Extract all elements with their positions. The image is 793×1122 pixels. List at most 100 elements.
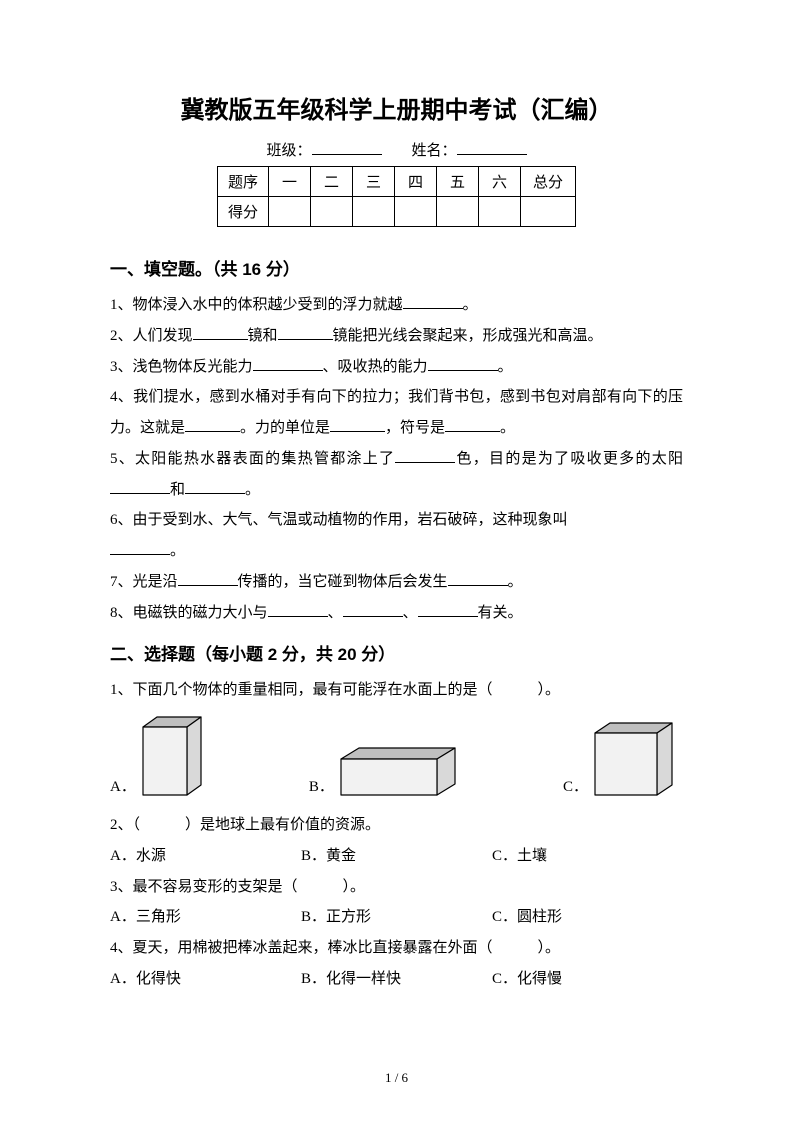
text: 。	[245, 482, 260, 498]
shape-option-b: B．	[309, 747, 456, 796]
text: 。	[170, 543, 185, 559]
opt: C．土壤	[492, 841, 683, 872]
opt: A．水源	[110, 841, 301, 872]
blank	[445, 418, 500, 432]
opt: B．黄金	[301, 841, 492, 872]
s1-q3: 3、浅色物体反光能力 、吸收热的能力 。	[110, 352, 683, 383]
text: 、	[403, 605, 418, 621]
text: ，符号是	[385, 420, 445, 436]
s1-q5: 5、太阳能热水器表面的集热管都涂上了 色，目的是为了吸收更多的太阳和 。	[110, 444, 683, 506]
blank	[330, 418, 385, 432]
cell	[395, 197, 437, 227]
s1-q1: 1、物体浸入水中的体积越少受到的浮力就越 。	[110, 290, 683, 321]
s1-q4: 4、我们提水，感到水桶对手有向下的拉力；我们背书包，感到书包对肩部有向下的压力。…	[110, 382, 683, 444]
shape-label: B．	[309, 775, 334, 796]
text: 6、由于受到水、大气、气温或动植物的作用，岩石破碎，这种现象叫	[110, 512, 568, 528]
cell	[269, 197, 311, 227]
opt: A．三角形	[110, 902, 301, 933]
opt: C．圆柱形	[492, 902, 683, 933]
blank	[110, 479, 170, 493]
cell: 题序	[217, 167, 268, 197]
cell: 总分	[521, 167, 576, 197]
text: 8、电磁铁的磁力大小与	[110, 605, 268, 621]
s2-q3: 3、最不容易变形的支架是（ ）。	[110, 872, 683, 903]
name-label: 姓名：	[412, 143, 457, 159]
blank	[448, 572, 508, 586]
name-blank	[457, 140, 527, 155]
text: 2、人们发现	[110, 328, 193, 344]
blank	[253, 356, 323, 370]
blank	[395, 449, 455, 463]
cell: 得分	[217, 197, 268, 227]
page-title: 冀教版五年级科学上册期中考试（汇编）	[110, 90, 683, 125]
section-1-heading: 一、填空题。（共 16 分）	[110, 255, 683, 280]
text: 。	[508, 574, 523, 590]
text: 和	[170, 482, 185, 498]
blank	[268, 602, 328, 616]
text: 3、浅色物体反光能力	[110, 359, 253, 375]
page-footer: 1 / 6	[0, 1070, 793, 1086]
opt: A．化得快	[110, 964, 301, 995]
score-table: 题序 一 二 三 四 五 六 总分 得分	[217, 166, 576, 227]
cell: 六	[479, 167, 521, 197]
cell: 二	[311, 167, 353, 197]
cell: 五	[437, 167, 479, 197]
blank	[178, 572, 238, 586]
text: 7、光是沿	[110, 574, 178, 590]
s2-q4: 4、夏天，用棉被把棒冰盖起来，棒冰比直接暴露在外面（ ）。	[110, 933, 683, 964]
blank	[185, 418, 240, 432]
s2-q1: 1、下面几个物体的重量相同，最有可能浮在水面上的是（ ）。	[110, 675, 683, 706]
table-row: 得分	[217, 197, 575, 227]
text: 、吸收热的能力	[323, 359, 428, 375]
cell: 四	[395, 167, 437, 197]
s2-q2: 2、（ ）是地球上最有价值的资源。	[110, 810, 683, 841]
blank	[418, 602, 478, 616]
text: 1、物体浸入水中的体积越少受到的浮力就越	[110, 297, 403, 313]
blank	[185, 479, 245, 493]
text: 。	[463, 297, 478, 313]
cuboid-b-icon	[340, 747, 456, 796]
blank	[343, 602, 403, 616]
text: 5、太阳能热水器表面的集热管都涂上了	[110, 451, 395, 467]
shape-option-a: A．	[110, 716, 202, 796]
opt: C．化得慢	[492, 964, 683, 995]
text: 。	[498, 359, 513, 375]
cuboid-c-icon	[594, 722, 673, 796]
s2-q3-opts: A．三角形 B．正方形 C．圆柱形	[110, 902, 683, 933]
s1-q6: 6、由于受到水、大气、气温或动植物的作用，岩石破碎，这种现象叫。	[110, 505, 683, 567]
text: 。	[500, 420, 515, 436]
opt: B．化得一样快	[301, 964, 492, 995]
text: 镜能把光线会聚起来，形成强光和高温。	[333, 328, 603, 344]
cell: 三	[353, 167, 395, 197]
class-label: 班级：	[266, 143, 311, 159]
text: 有关。	[478, 605, 523, 621]
s2-q4-opts: A．化得快 B．化得一样快 C．化得慢	[110, 964, 683, 995]
opt: B．正方形	[301, 902, 492, 933]
cell	[479, 197, 521, 227]
cell	[521, 197, 576, 227]
shape-label: A．	[110, 775, 136, 796]
s2-q2-opts: A．水源 B．黄金 C．土壤	[110, 841, 683, 872]
blank	[428, 356, 498, 370]
text: 传播的，当它碰到物体后会发生	[238, 574, 448, 590]
info-line: 班级： 姓名：	[110, 139, 683, 160]
blank	[278, 326, 333, 340]
cell	[311, 197, 353, 227]
blank	[193, 326, 248, 340]
cuboid-a-icon	[142, 716, 202, 796]
shapes-row: A． B． C．	[110, 716, 683, 796]
blank	[403, 295, 463, 309]
s1-q8: 8、电磁铁的磁力大小与 、 、 有关。	[110, 598, 683, 629]
text: 、	[328, 605, 343, 621]
s1-q2: 2、人们发现 镜和 镜能把光线会聚起来，形成强光和高温。	[110, 321, 683, 352]
class-blank	[312, 140, 382, 155]
shape-label: C．	[563, 775, 588, 796]
text: 色，目的是为了吸收更多的太阳	[455, 451, 683, 467]
section-2-heading: 二、选择题（每小题 2 分，共 20 分）	[110, 640, 683, 665]
cell	[353, 197, 395, 227]
cell: 一	[269, 167, 311, 197]
text: 镜和	[248, 328, 278, 344]
table-row: 题序 一 二 三 四 五 六 总分	[217, 167, 575, 197]
shape-option-c: C．	[563, 722, 673, 796]
text: 。力的单位是	[240, 420, 330, 436]
